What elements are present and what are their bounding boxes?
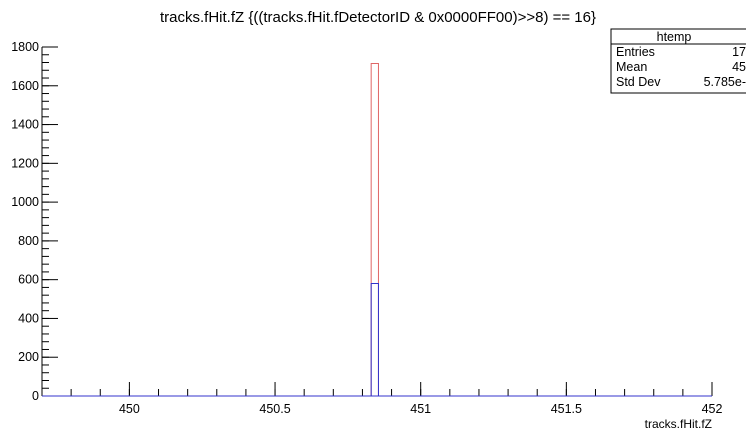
stats-row-label: Std Dev	[616, 75, 661, 89]
y-tick-label: 0	[32, 389, 39, 403]
stats-box-name: htemp	[657, 30, 692, 44]
y-tick-label: 1200	[11, 156, 39, 170]
chart-title: tracks.fHit.fZ {((tracks.fHit.fDetectorI…	[160, 9, 596, 26]
y-tick-label: 200	[18, 350, 39, 364]
y-tick-label: 800	[18, 234, 39, 248]
x-axis-title: tracks.fHit.fZ	[645, 417, 712, 431]
y-tick-label: 600	[18, 273, 39, 287]
x-tick-label: 452	[702, 402, 723, 416]
y-tick-label: 1400	[11, 118, 39, 132]
stats-row-value: 5.785e-	[704, 75, 746, 89]
x-tick-label: 451.5	[551, 402, 582, 416]
stats-row-label: Entries	[616, 45, 655, 59]
histogram-bins	[42, 62, 712, 397]
y-tick-label: 1000	[11, 195, 39, 209]
x-tick-label: 450.5	[259, 402, 290, 416]
stats-row-label: Mean	[616, 60, 647, 74]
histogram-bin-series-2	[370, 283, 379, 396]
stats-box-frame	[610, 28, 746, 94]
y-tick-label: 1800	[11, 40, 39, 54]
y-tick-label: 1600	[11, 79, 39, 93]
x-tick-label: 450	[119, 402, 140, 416]
stats-row-value: 17	[732, 45, 746, 59]
histogram-bin-series-1	[370, 62, 379, 396]
axes: 0 200 400 600 800 1000 1200 1400 1600 1800 450 450.…	[11, 40, 722, 416]
x-tick-label: 451	[410, 402, 431, 416]
y-tick-label: 400	[18, 311, 39, 325]
stats-row-value: 45	[732, 60, 746, 74]
